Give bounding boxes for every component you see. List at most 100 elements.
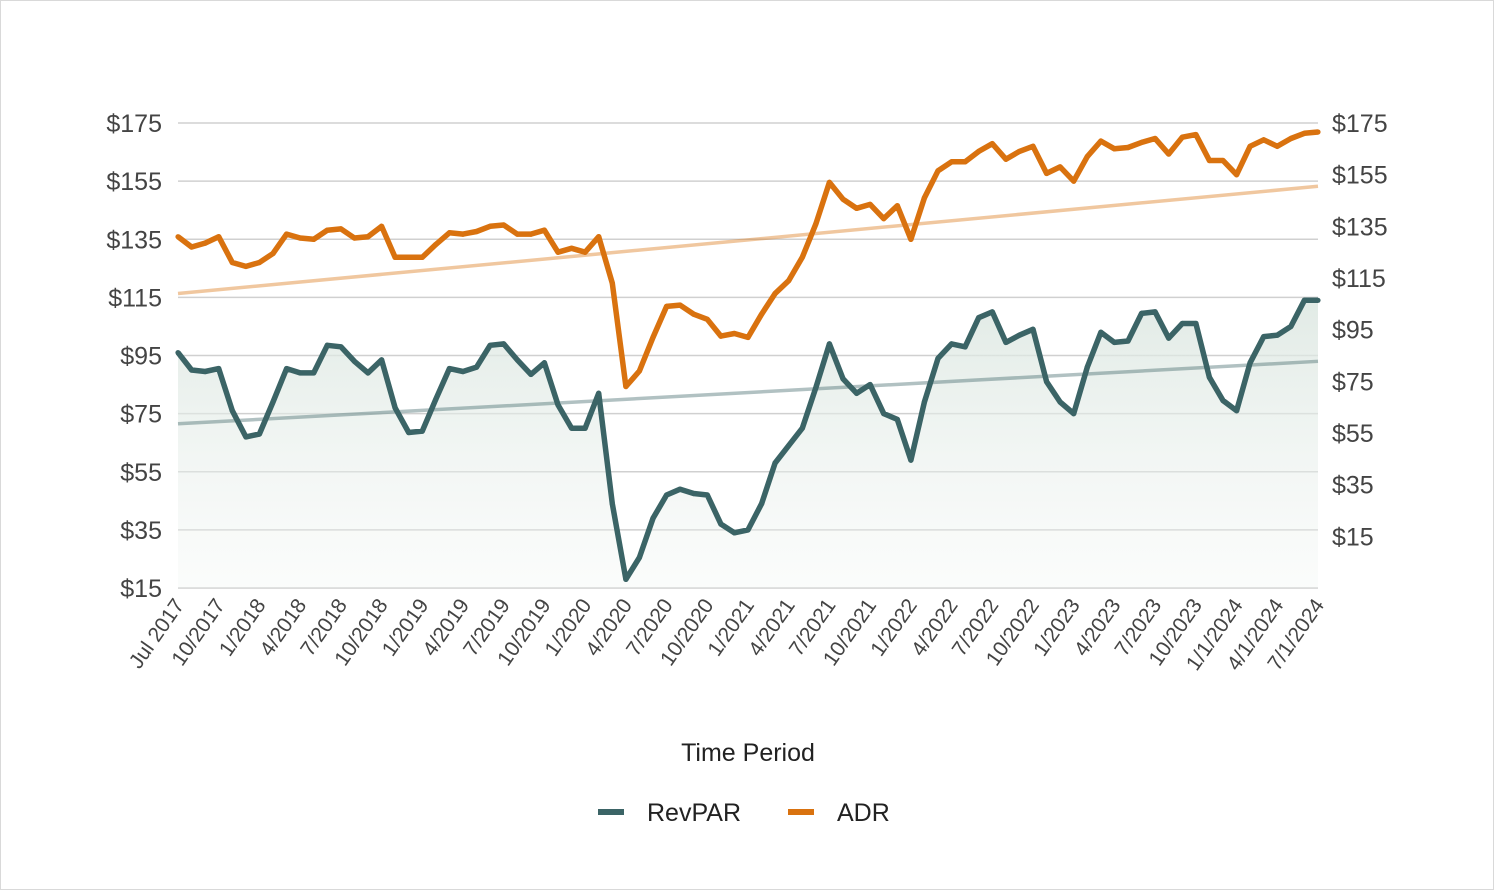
data-point-revpar — [677, 486, 683, 492]
data-point-adr — [854, 205, 860, 211]
data-point-adr — [772, 290, 778, 297]
x-axis: Jul 201710/20171/20184/20187/201810/2018… — [125, 594, 1330, 674]
data-point-adr — [175, 234, 181, 240]
data-point-adr — [189, 244, 195, 250]
data-point-revpar — [921, 399, 928, 405]
data-point-adr — [664, 303, 670, 309]
data-point-adr — [324, 227, 330, 233]
data-point-revpar — [1301, 297, 1307, 303]
left-tick-label: $115 — [108, 284, 162, 312]
data-point-adr — [609, 280, 615, 286]
data-point-adr — [392, 254, 398, 260]
right-tick-label: $175 — [1332, 110, 1388, 138]
data-point-adr — [1098, 138, 1104, 144]
data-point-adr — [799, 254, 805, 260]
data-point-revpar — [1274, 332, 1280, 338]
data-point-adr — [908, 236, 914, 242]
data-point-revpar — [1220, 397, 1226, 404]
data-point-adr — [677, 302, 683, 308]
data-point-revpar — [1071, 411, 1077, 417]
data-point-revpar — [962, 344, 968, 350]
data-point-adr — [270, 250, 276, 257]
left-tick-label: $95 — [120, 343, 162, 371]
data-point-revpar — [175, 350, 181, 356]
data-point-revpar — [487, 342, 493, 348]
trendlines — [177, 184, 1319, 426]
data-point-adr — [243, 263, 249, 269]
data-point-adr — [419, 254, 425, 260]
data-point-adr — [1030, 143, 1036, 149]
right-tick-label: $115 — [1332, 265, 1386, 293]
data-point-revpar — [908, 457, 914, 463]
trendline-revpar — [177, 359, 1319, 426]
left-tick-label: $35 — [120, 517, 162, 545]
legend-label-revpar: RevPAR — [647, 799, 741, 827]
data-point-adr — [935, 168, 941, 174]
data-point-revpar — [1247, 360, 1253, 366]
data-point-adr — [582, 249, 588, 255]
data-point-revpar — [541, 360, 548, 366]
data-point-revpar — [650, 515, 656, 521]
data-point-adr — [962, 159, 968, 165]
data-point-adr — [1003, 156, 1009, 162]
data-point-revpar — [256, 431, 262, 437]
data-point-revpar — [826, 341, 833, 347]
data-point-adr — [1179, 134, 1185, 140]
data-point-adr — [216, 234, 222, 240]
data-point-revpar — [379, 357, 385, 363]
legend: RevPAR ADR — [598, 799, 890, 827]
left-tick-label: $155 — [106, 168, 162, 196]
data-point-revpar — [365, 370, 371, 376]
right-tick-label: $15 — [1332, 523, 1374, 551]
data-point-revpar — [297, 370, 303, 376]
data-point-revpar — [1261, 334, 1267, 340]
data-point-adr — [338, 226, 344, 232]
left-tick-label: $15 — [120, 575, 162, 603]
right-axis: $15 $35 $55 $75 $95 $115 $135 $155 $175 — [1332, 110, 1388, 551]
data-point-revpar — [460, 368, 466, 375]
data-point-revpar — [569, 425, 575, 431]
data-point-revpar — [759, 501, 765, 507]
data-point-revpar — [555, 402, 561, 408]
data-point-adr — [474, 228, 480, 235]
data-point-adr — [256, 259, 262, 266]
data-point-revpar — [799, 425, 805, 431]
data-point-adr — [976, 148, 982, 154]
data-point-adr — [311, 236, 317, 242]
data-point-adr — [1193, 132, 1199, 138]
data-point-revpar — [636, 554, 643, 561]
data-point-revpar — [270, 399, 276, 405]
data-point-adr — [1125, 144, 1131, 151]
x-axis-title: Time Period — [681, 739, 815, 767]
data-point-adr — [351, 235, 357, 241]
data-point-revpar — [338, 344, 344, 350]
data-point-adr — [1261, 137, 1267, 143]
data-point-adr — [867, 201, 873, 207]
data-point-revpar — [1030, 326, 1036, 332]
data-point-revpar — [1016, 332, 1023, 338]
data-point-revpar — [1193, 320, 1199, 327]
data-point-adr — [650, 334, 656, 340]
data-point-revpar — [854, 390, 860, 396]
data-point-adr — [433, 241, 439, 247]
data-point-revpar — [813, 384, 819, 391]
data-point-adr — [636, 368, 643, 374]
data-point-adr — [1315, 129, 1321, 135]
data-point-revpar — [731, 530, 738, 536]
data-point-revpar — [243, 434, 249, 440]
data-point-revpar — [351, 358, 357, 364]
data-point-revpar — [419, 428, 425, 434]
right-tick-label: $155 — [1332, 162, 1388, 190]
data-point-adr — [989, 141, 995, 147]
series-lines — [175, 129, 1321, 583]
data-point-revpar — [229, 408, 235, 414]
data-point-revpar — [664, 492, 670, 498]
data-point-adr — [1220, 157, 1226, 164]
legend-label-adr: ADR — [837, 799, 890, 827]
data-point-revpar — [284, 366, 290, 372]
data-point-revpar — [976, 315, 982, 321]
data-point-adr — [596, 234, 602, 240]
data-point-revpar — [949, 341, 955, 347]
